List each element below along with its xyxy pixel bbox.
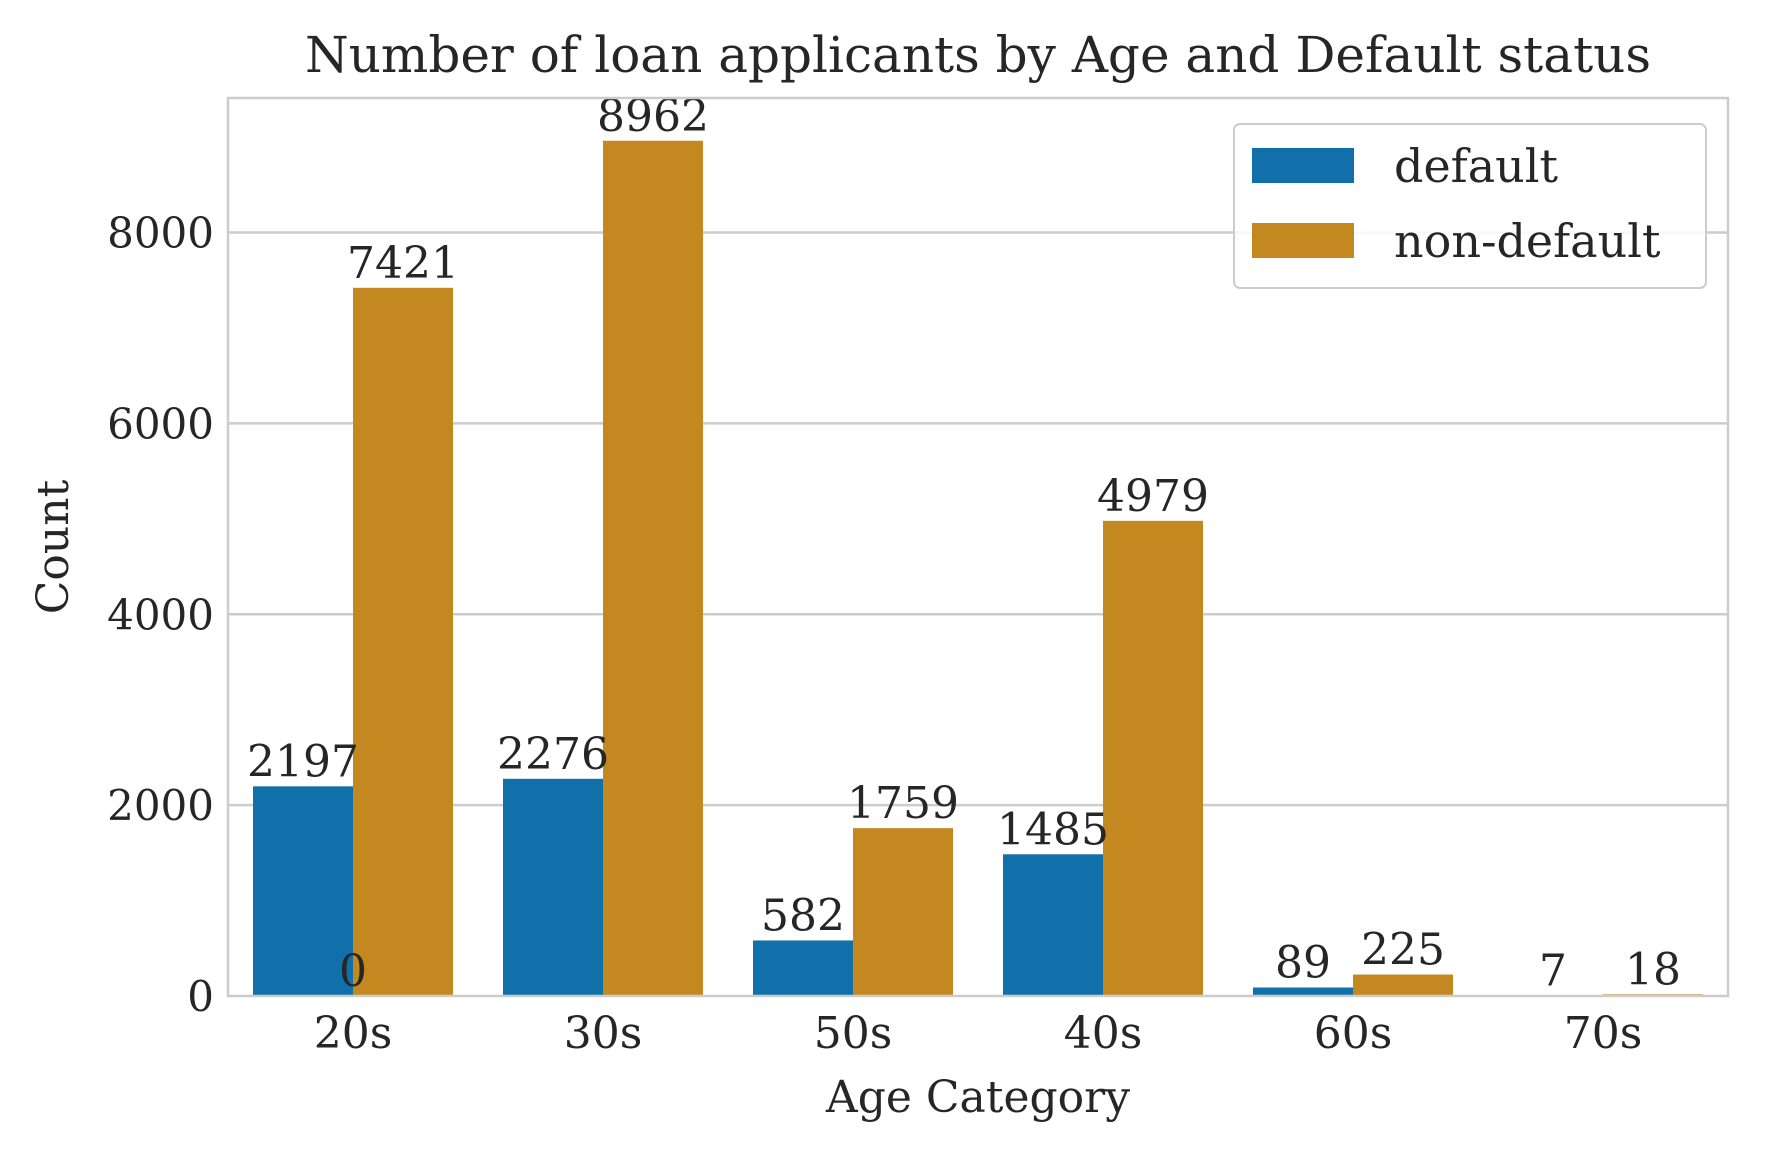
- bar-label: 2197: [247, 736, 359, 787]
- bar-label: 582: [761, 890, 845, 941]
- bar-label: 4979: [1097, 471, 1209, 522]
- x-tick-label: 70s: [1564, 1008, 1643, 1059]
- x-axis-ticks: 20s 30s 50s 40s 60s 70s: [314, 1008, 1643, 1059]
- legend-swatch-non-default: [1252, 223, 1354, 258]
- bar-default-50s: [753, 940, 853, 996]
- legend-label-default: default: [1394, 139, 1558, 193]
- bar-label: 18: [1625, 944, 1681, 995]
- y-axis-label: Count: [28, 479, 79, 614]
- plot-frame: [226, 96, 1730, 998]
- y-tick-label: 2000: [107, 781, 214, 830]
- bar-label: 225: [1361, 925, 1445, 976]
- bar-label: 7421: [347, 238, 459, 289]
- x-tick-label: 60s: [1314, 1008, 1393, 1059]
- bar-non-default-60s: [1353, 974, 1453, 996]
- x-tick-label: 30s: [564, 1008, 643, 1059]
- y-tick-label: 8000: [107, 209, 214, 258]
- bar-non-default-50s: [853, 828, 953, 996]
- legend-swatch-default: [1252, 148, 1354, 183]
- bar-label: 1485: [997, 804, 1109, 855]
- x-tick-label: 50s: [814, 1008, 893, 1059]
- bar-label: 89: [1275, 938, 1331, 989]
- legend: default non-default: [1233, 123, 1707, 289]
- bar-non-default-30s: [603, 140, 703, 997]
- bar-label: 7: [1539, 945, 1567, 996]
- bar-default-30s: [503, 778, 603, 996]
- y-tick-label: 4000: [107, 590, 214, 639]
- bar-non-default-20s: [353, 287, 453, 997]
- bar-label: 8962: [597, 91, 709, 142]
- y-tick-label: 0: [187, 972, 214, 1021]
- legend-label-non-default: non-default: [1394, 214, 1661, 268]
- bar-default-20s: [253, 786, 353, 996]
- bar-non-default-40s: [1103, 520, 1203, 996]
- x-axis-label: Age Category: [825, 1072, 1130, 1123]
- bar-label: 2276: [497, 729, 609, 780]
- y-tick-label: 6000: [107, 399, 214, 448]
- bar-default-40s: [1003, 854, 1103, 996]
- bar-value-labels: 2197 7421 2276 8962 582 1759 1485 4979 89 225 7 18 0: [247, 91, 1681, 997]
- x-tick-label: 20s: [314, 1008, 393, 1059]
- chart-title: Number of loan applicants by Age and Def…: [305, 26, 1651, 84]
- y-axis-ticks: 0 2000 4000 6000 8000: [107, 209, 214, 1021]
- bar-label: 1759: [847, 778, 959, 829]
- bar-default-60s: [1253, 987, 1353, 996]
- bars: [253, 140, 1703, 997]
- bar-label-extra: 0: [339, 946, 367, 997]
- x-tick-label: 40s: [1064, 1008, 1143, 1059]
